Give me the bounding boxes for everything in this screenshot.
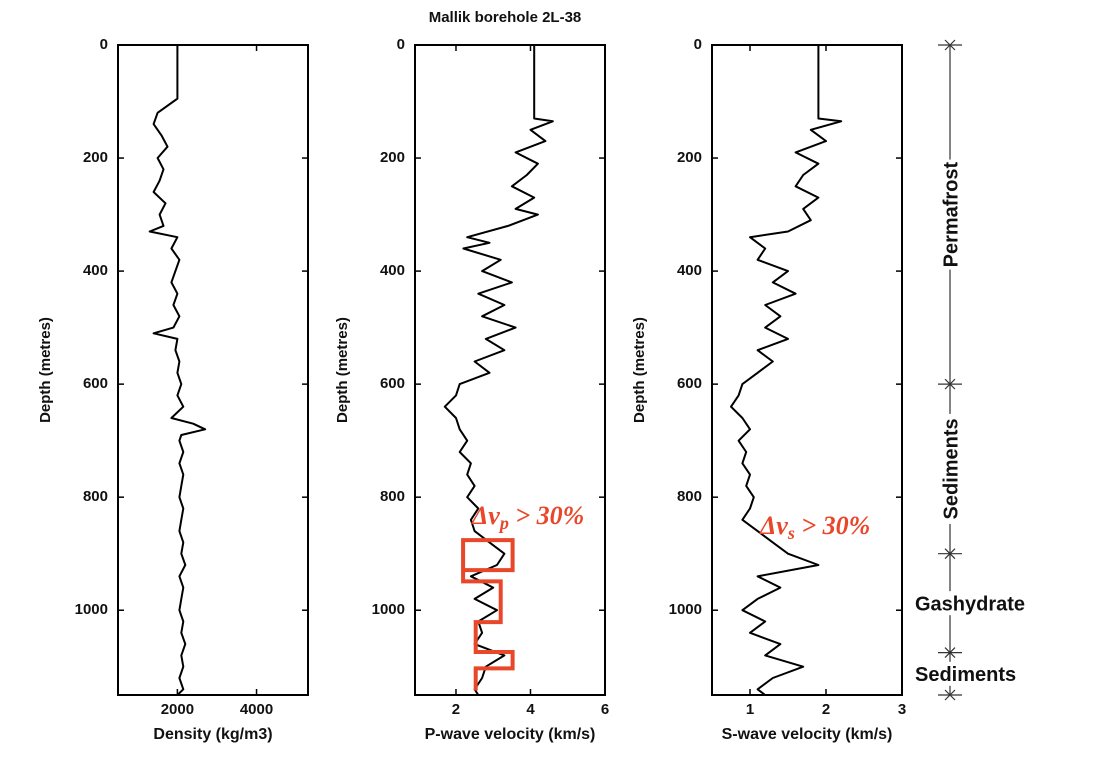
y-axis-label: Depth (metres) bbox=[334, 317, 351, 423]
y-axis-label: Depth (metres) bbox=[631, 317, 648, 423]
x-tick-label: 4 bbox=[526, 701, 535, 718]
log-line bbox=[148, 45, 207, 696]
zone-boundary-cross bbox=[944, 39, 956, 51]
zone-label: Gashydrate bbox=[915, 593, 1025, 615]
zone-label-bg bbox=[938, 159, 962, 270]
x-axis-label: S-wave velocity (km/s) bbox=[722, 726, 893, 743]
y-tick-label: 800 bbox=[677, 488, 702, 505]
y-tick-label: 200 bbox=[677, 149, 702, 166]
y-tick-label: 400 bbox=[83, 262, 108, 279]
y-tick-label: 800 bbox=[83, 488, 108, 505]
y-tick-label: 0 bbox=[694, 36, 702, 53]
y-tick-label: 800 bbox=[380, 488, 405, 505]
zone-boundary-cross bbox=[944, 548, 956, 560]
annotation: Δvp > 30% bbox=[471, 501, 584, 533]
x-axis-label: P-wave velocity (km/s) bbox=[425, 726, 596, 743]
x-tick-label: 4000 bbox=[240, 701, 273, 718]
zone-label: Permafrost bbox=[940, 161, 962, 267]
plot-frame bbox=[414, 44, 606, 696]
figure-title: Mallik borehole 2L-38 bbox=[429, 9, 582, 26]
x-tick-label: 6 bbox=[601, 701, 609, 718]
zone-label: Sediments bbox=[940, 418, 962, 519]
log-line bbox=[443, 45, 554, 696]
y-tick-label: 400 bbox=[380, 262, 405, 279]
y-tick-label: 0 bbox=[397, 36, 405, 53]
y-tick-label: 1000 bbox=[75, 601, 108, 618]
zone-label-bg bbox=[918, 661, 982, 686]
annotation-part: Δv bbox=[759, 511, 788, 540]
y-tick-label: 1000 bbox=[669, 601, 702, 618]
highlight-zone bbox=[461, 538, 515, 691]
y-tick-label: 600 bbox=[83, 375, 108, 392]
x-tick-label: 1 bbox=[746, 701, 754, 718]
y-tick-label: 600 bbox=[380, 375, 405, 392]
plot-frame bbox=[711, 44, 903, 696]
y-tick-label: 200 bbox=[83, 149, 108, 166]
zone-boundary-cross bbox=[944, 378, 956, 390]
x-axis-label: Density (kg/m3) bbox=[153, 726, 272, 743]
annotation: Δvs > 30% bbox=[759, 511, 870, 543]
y-tick-label: 600 bbox=[677, 375, 702, 392]
annotation-part: > 30% bbox=[509, 501, 584, 530]
y-tick-label: 1000 bbox=[372, 601, 405, 618]
annotation-part: p bbox=[498, 513, 509, 533]
y-tick-label: 0 bbox=[100, 36, 108, 53]
zone-boundary-cross bbox=[944, 647, 956, 659]
annotation-part: s bbox=[787, 523, 795, 543]
zone-label-bg bbox=[938, 413, 962, 524]
zone-boundary-cross bbox=[944, 689, 956, 701]
plot-frame bbox=[117, 44, 309, 696]
y-tick-label: 400 bbox=[677, 262, 702, 279]
y-axis-label: Depth (metres) bbox=[37, 317, 54, 423]
zone-label-bg bbox=[918, 591, 982, 616]
x-tick-label: 2 bbox=[822, 701, 830, 718]
x-tick-label: 2000 bbox=[161, 701, 194, 718]
x-tick-label: 2 bbox=[452, 701, 460, 718]
annotation-part: Δv bbox=[471, 501, 500, 530]
log-line bbox=[730, 45, 843, 696]
y-tick-label: 200 bbox=[380, 149, 405, 166]
zone-label: Sediments bbox=[915, 664, 1016, 686]
annotation-part: > 30% bbox=[795, 511, 870, 540]
x-tick-label: 3 bbox=[898, 701, 906, 718]
